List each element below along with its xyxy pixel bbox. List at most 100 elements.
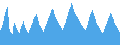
Bar [55,17,56,45]
Bar [40,26,41,45]
Bar [104,29,105,45]
Bar [41,28,42,45]
Bar [48,18,49,45]
Bar [33,19,34,45]
Bar [12,34,13,45]
Bar [117,28,118,45]
Bar [18,32,19,45]
Bar [109,16,110,45]
Bar [28,33,29,45]
Bar [22,24,23,45]
Bar [103,32,104,45]
Bar [70,7,71,45]
Bar [108,18,109,45]
Bar [111,14,112,45]
Bar [115,25,116,45]
Bar [96,23,97,45]
Bar [65,23,66,45]
Bar [91,12,92,45]
Bar [58,23,59,45]
Bar [15,25,16,45]
Bar [72,5,73,45]
Bar [57,21,58,45]
Bar [88,21,89,45]
Bar [14,23,15,45]
Bar [107,21,108,45]
Bar [9,29,10,45]
Bar [7,7,8,45]
Bar [10,32,11,45]
Bar [79,21,80,45]
Bar [110,13,111,45]
Bar [44,29,45,45]
Bar [102,33,103,45]
Bar [21,26,22,45]
Bar [73,9,74,45]
Bar [37,17,38,45]
Bar [56,19,57,45]
Bar [118,30,119,45]
Bar [49,16,50,45]
Bar [106,24,107,45]
Bar [116,26,117,45]
Bar [60,26,61,45]
Bar [66,19,67,45]
Bar [38,21,39,45]
Bar [105,26,106,45]
Bar [17,30,18,45]
Bar [67,16,68,45]
Bar [25,28,26,45]
Bar [94,16,95,45]
Bar [113,19,114,45]
Bar [89,17,90,45]
Bar [13,26,14,45]
Bar [47,21,48,45]
Bar [82,26,83,45]
Bar [6,9,7,45]
Bar [74,12,75,45]
Bar [19,33,20,45]
Bar [101,32,102,45]
Bar [35,16,36,45]
Bar [51,10,52,45]
Bar [1,28,2,45]
Bar [2,25,3,45]
Bar [11,33,12,45]
Bar [39,25,40,45]
Bar [83,28,84,45]
Bar [80,23,81,45]
Bar [5,12,6,45]
Bar [64,25,65,45]
Bar [114,23,115,45]
Bar [63,28,64,45]
Bar [62,30,63,45]
Bar [87,25,88,45]
Bar [31,25,32,45]
Bar [16,28,17,45]
Bar [50,13,51,45]
Bar [53,10,54,45]
Bar [90,14,91,45]
Bar [8,17,9,45]
Bar [119,32,120,45]
Bar [52,9,53,45]
Bar [86,28,87,45]
Bar [4,16,5,45]
Bar [99,28,100,45]
Bar [26,30,27,45]
Bar [95,19,96,45]
Bar [75,14,76,45]
Bar [112,17,113,45]
Bar [68,12,69,45]
Bar [24,25,25,45]
Bar [20,29,21,45]
Bar [84,29,85,45]
Bar [77,17,78,45]
Bar [81,25,82,45]
Bar [45,26,46,45]
Bar [54,14,55,45]
Bar [59,25,60,45]
Bar [43,32,44,45]
Bar [76,16,77,45]
Bar [78,19,79,45]
